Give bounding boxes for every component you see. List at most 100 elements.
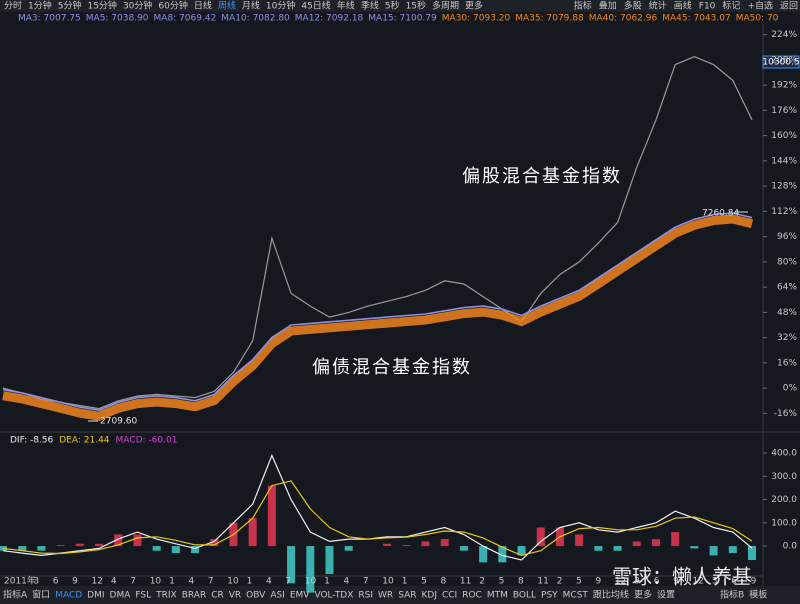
indicator-tab[interactable]: 窗口 bbox=[32, 589, 50, 601]
indicator-tab[interactable]: WR bbox=[378, 591, 393, 601]
indicator-tab[interactable]: SAR bbox=[398, 591, 416, 601]
indicator-tab[interactable]: 模板 bbox=[749, 589, 767, 601]
period-tab[interactable]: 季线 bbox=[361, 0, 379, 12]
y-tick-label: 100.0 bbox=[771, 518, 797, 528]
x-tick-label: 4 bbox=[188, 577, 194, 587]
macd-bar bbox=[171, 546, 180, 554]
tool-button[interactable]: 画线 bbox=[674, 0, 692, 12]
x-tick-label: 5 bbox=[421, 577, 427, 587]
indicator-tab[interactable]: 指标B bbox=[720, 589, 744, 601]
ma-readout: MA30: 7093.20 bbox=[442, 14, 511, 24]
tool-button[interactable]: 指标 bbox=[574, 0, 592, 12]
indicator-tab[interactable]: 指标A bbox=[3, 589, 28, 601]
tool-button[interactable]: 统计 bbox=[649, 0, 667, 12]
ma-readout: MA10: 7082.80 bbox=[221, 14, 290, 24]
y-tick-label: 32% bbox=[777, 333, 797, 343]
indicator-tab[interactable]: RSI bbox=[358, 591, 373, 601]
period-tab[interactable]: 月线 bbox=[242, 0, 260, 12]
toolbar-bg bbox=[0, 0, 800, 12]
tool-button[interactable]: F10 bbox=[699, 2, 716, 12]
macd-bar bbox=[56, 545, 65, 547]
ma-readout: MA40: 7062.96 bbox=[589, 14, 658, 24]
macd-bar bbox=[248, 518, 257, 547]
period-tab[interactable]: 更多 bbox=[465, 0, 483, 12]
x-tick-label: 11 bbox=[460, 577, 471, 587]
indicator-tab[interactable]: FSL bbox=[135, 591, 151, 601]
period-tab[interactable]: 年线 bbox=[337, 0, 355, 12]
indicator-tab[interactable]: EMV bbox=[290, 591, 310, 601]
indicator-tab[interactable]: KDJ bbox=[421, 591, 437, 601]
ma-readout: MA12: 7092.18 bbox=[295, 14, 364, 24]
tool-button[interactable]: 标记 bbox=[722, 0, 740, 12]
dea-line bbox=[2, 480, 753, 557]
x-tick-label: 6 bbox=[731, 577, 737, 587]
period-tab[interactable]: 多周期 bbox=[432, 0, 459, 12]
period-tab[interactable]: 5秒 bbox=[385, 0, 400, 12]
indicator-tab[interactable]: MTM bbox=[487, 591, 508, 601]
x-tick-label: 9 bbox=[72, 577, 78, 587]
macd-bar bbox=[287, 546, 296, 584]
ma-readout: MA45: 7043.07 bbox=[662, 14, 730, 24]
indicator-tab[interactable]: PSY bbox=[541, 591, 558, 601]
period-tab[interactable]: 5分钟 bbox=[58, 0, 82, 12]
high-label: 7260.84 bbox=[702, 209, 739, 219]
macd-bar bbox=[479, 546, 488, 563]
tool-button[interactable]: 叠加 bbox=[599, 1, 617, 12]
macd-bar bbox=[748, 546, 756, 561]
indicator-tab[interactable]: DMI bbox=[87, 591, 104, 601]
indicator-tab[interactable]: BOLL bbox=[513, 591, 536, 601]
period-tab[interactable]: 日线 bbox=[194, 0, 212, 12]
period-tab[interactable]: 周线 bbox=[218, 0, 236, 12]
period-tab[interactable]: 15分钟 bbox=[87, 0, 116, 12]
indicator-tab[interactable]: ROC bbox=[462, 591, 482, 601]
y-tick-label: 192% bbox=[771, 81, 797, 91]
period-tab[interactable]: 30分钟 bbox=[123, 0, 152, 12]
x-tick-label: 6 bbox=[654, 577, 660, 587]
x-tick-label: 9 bbox=[673, 577, 679, 587]
period-tab[interactable]: 10分钟 bbox=[266, 0, 295, 12]
macd-bar bbox=[421, 541, 430, 547]
indicator-tab[interactable]: ASI bbox=[270, 591, 285, 601]
x-tick-label: 7 bbox=[130, 577, 136, 587]
ma-readout: MA5: 7038.90 bbox=[86, 14, 149, 24]
period-tab[interactable]: 15秒 bbox=[406, 0, 426, 12]
ma-readout: MA15: 7100.79 bbox=[368, 14, 437, 24]
indicator-tab[interactable]: 跟比均线 bbox=[593, 589, 629, 601]
period-tab[interactable]: 1分钟 bbox=[28, 0, 52, 12]
x-tick-label: 7 bbox=[363, 577, 369, 587]
macd-bar bbox=[133, 534, 142, 547]
indicator-tab[interactable]: VOL-TDX bbox=[314, 591, 353, 601]
period-tab[interactable]: 45日线 bbox=[301, 0, 330, 12]
indicator-tab[interactable]: TRIX bbox=[155, 591, 177, 601]
macd-bar bbox=[306, 546, 315, 593]
macd-bar bbox=[114, 534, 123, 547]
tool-button[interactable]: +自选 bbox=[747, 0, 773, 12]
gmma-band bbox=[2, 214, 754, 421]
tool-button[interactable]: 多股 bbox=[624, 0, 642, 12]
indicator-tab[interactable]: VR bbox=[229, 591, 241, 601]
tool-button[interactable]: 返回 bbox=[780, 0, 798, 12]
ma-readout: MA50: 70 bbox=[736, 14, 779, 24]
macd-bar bbox=[18, 546, 27, 551]
indicator-tab[interactable]: CCI bbox=[442, 591, 457, 601]
indicator-tab[interactable]: MCST bbox=[563, 591, 589, 601]
macd-bar bbox=[517, 546, 526, 556]
x-tick-label: 12 bbox=[692, 577, 703, 587]
indicator-tab[interactable]: OBV bbox=[246, 591, 266, 601]
period-tab[interactable]: 分时 bbox=[4, 0, 22, 12]
indicator-tab[interactable]: BRAR bbox=[182, 591, 206, 601]
y-tick-label: 144% bbox=[771, 156, 797, 166]
x-tick-label: 1 bbox=[402, 577, 408, 587]
x-tick-label: 3 bbox=[33, 577, 39, 587]
indicator-tab[interactable]: DMA bbox=[110, 591, 132, 601]
y-tick-label: 176% bbox=[771, 106, 797, 116]
macd-bar bbox=[344, 546, 353, 551]
ma-readout: MA35: 7079.88 bbox=[515, 14, 584, 24]
indicator-tab[interactable]: CR bbox=[211, 591, 224, 601]
indicator-tab[interactable]: 设置 bbox=[657, 590, 675, 601]
x-tick-label: 3 bbox=[634, 577, 640, 587]
macd-bar bbox=[210, 539, 219, 547]
period-tab[interactable]: 60分钟 bbox=[158, 0, 187, 12]
indicator-tab[interactable]: 更多 bbox=[634, 589, 652, 601]
indicator-tab[interactable]: MACD bbox=[55, 591, 82, 601]
